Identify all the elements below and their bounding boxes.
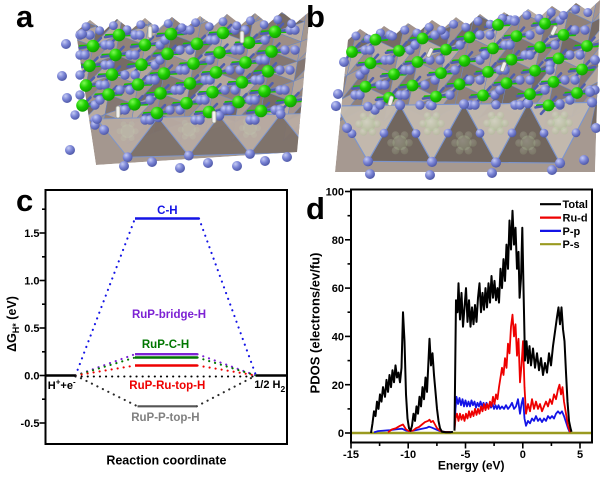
svg-text:RuP-bridge-H: RuP-bridge-H xyxy=(132,309,206,321)
svg-text:Energy (eV): Energy (eV) xyxy=(438,459,505,473)
svg-text:RuP-P-top-H: RuP-P-top-H xyxy=(131,412,199,424)
svg-text:20: 20 xyxy=(332,380,344,392)
svg-text:0: 0 xyxy=(338,428,344,440)
svg-text:PDOS (electrons/ev/fu): PDOS (electrons/ev/fu) xyxy=(308,253,323,394)
svg-text:60: 60 xyxy=(332,283,344,295)
svg-text:RuP-Ru-top-H: RuP-Ru-top-H xyxy=(129,380,205,392)
svg-text:C-H: C-H xyxy=(157,205,177,217)
svg-text:1.5: 1.5 xyxy=(24,228,39,240)
svg-text:-10: -10 xyxy=(400,449,416,461)
svg-text:P-s: P-s xyxy=(563,239,580,251)
svg-text:Ru-d: Ru-d xyxy=(563,213,588,225)
svg-text:RuP-C-H: RuP-C-H xyxy=(142,339,189,351)
svg-text:80: 80 xyxy=(332,235,344,247)
svg-text:-0.5: -0.5 xyxy=(21,418,40,430)
svg-text:100: 100 xyxy=(326,187,344,199)
svg-text:-5: -5 xyxy=(461,449,471,461)
svg-text:c: c xyxy=(16,183,33,218)
svg-text:ΔGH* (eV): ΔGH* (eV) xyxy=(5,296,21,352)
svg-text:d: d xyxy=(306,191,325,226)
svg-text:40: 40 xyxy=(332,332,344,344)
svg-text:0.0: 0.0 xyxy=(24,371,39,383)
svg-text:H++e-: H++e- xyxy=(48,378,76,393)
svg-text:Total: Total xyxy=(563,199,588,211)
svg-text:5: 5 xyxy=(577,449,583,461)
svg-text:0: 0 xyxy=(520,449,526,461)
svg-text:a: a xyxy=(16,0,34,34)
svg-text:P-p: P-p xyxy=(563,226,581,238)
svg-text:b: b xyxy=(306,0,325,34)
svg-text:0.5: 0.5 xyxy=(24,323,39,335)
svg-text:Reaction coordinate: Reaction coordinate xyxy=(106,454,226,468)
svg-text:-15: -15 xyxy=(343,449,359,461)
svg-text:1.0: 1.0 xyxy=(24,276,39,288)
svg-text:1/2 H2: 1/2 H2 xyxy=(254,379,285,394)
